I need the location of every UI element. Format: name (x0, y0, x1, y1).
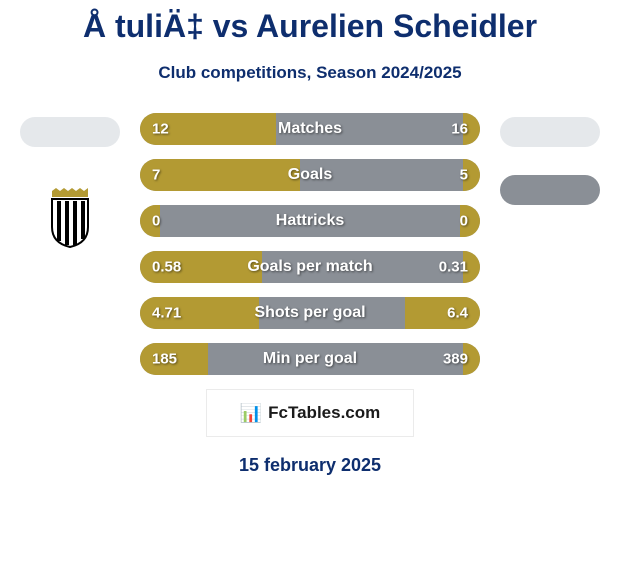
left-player-column (20, 113, 120, 261)
stat-label: Hattricks (276, 212, 344, 230)
subtitle: Club competitions, Season 2024/2025 (158, 63, 461, 83)
stat-bar-row: Matches 12 16 (140, 113, 480, 145)
site-logo-text: FcTables.com (268, 403, 380, 423)
stat-bars: Matches 12 16 Goals 7 5 Hattricks 0 0 Goals per m… (140, 113, 480, 375)
stat-bar-row: Shots per goal 4.71 6.4 (140, 297, 480, 329)
stat-label: Matches (278, 120, 342, 138)
right-player-name-pill (500, 117, 600, 147)
date-text: 15 february 2025 (239, 455, 381, 476)
right-player-club-pill (500, 175, 600, 205)
stat-bar-row: Min per goal 185 389 (140, 343, 480, 375)
stat-label: Shots per goal (254, 304, 365, 322)
club-crest-icon (46, 187, 94, 249)
left-player-club-badge (27, 175, 113, 261)
stat-bar-row: Hattricks 0 0 (140, 205, 480, 237)
stat-value-left: 0.58 (152, 259, 181, 276)
stat-bar-row: Goals 7 5 (140, 159, 480, 191)
content-row: Matches 12 16 Goals 7 5 Hattricks 0 0 Goals per m… (0, 113, 620, 375)
stat-bar-fill-left (140, 159, 300, 191)
stat-value-right: 389 (443, 351, 468, 368)
stat-value-left: 185 (152, 351, 177, 368)
page-title: Å tuliÄ‡ vs Aurelien Scheidler (83, 8, 537, 45)
stat-value-left: 4.71 (152, 305, 181, 322)
stat-value-left: 7 (152, 167, 160, 184)
stat-label: Goals (288, 166, 332, 184)
stat-bar-row: Goals per match 0.58 0.31 (140, 251, 480, 283)
left-player-name-pill (20, 117, 120, 147)
stat-value-left: 0 (152, 213, 160, 230)
stat-label: Goals per match (247, 258, 372, 276)
stat-value-right: 0 (460, 213, 468, 230)
stat-value-left: 12 (152, 121, 169, 138)
stat-value-right: 0.31 (439, 259, 468, 276)
stat-value-right: 5 (460, 167, 468, 184)
stat-label: Min per goal (263, 350, 357, 368)
stat-bar-fill-right (405, 297, 480, 329)
site-logo: 📊 FcTables.com (206, 389, 414, 437)
chart-icon: 📊 (240, 403, 262, 424)
stat-value-right: 6.4 (447, 305, 468, 322)
right-player-column (500, 113, 600, 205)
stat-value-right: 16 (451, 121, 468, 138)
